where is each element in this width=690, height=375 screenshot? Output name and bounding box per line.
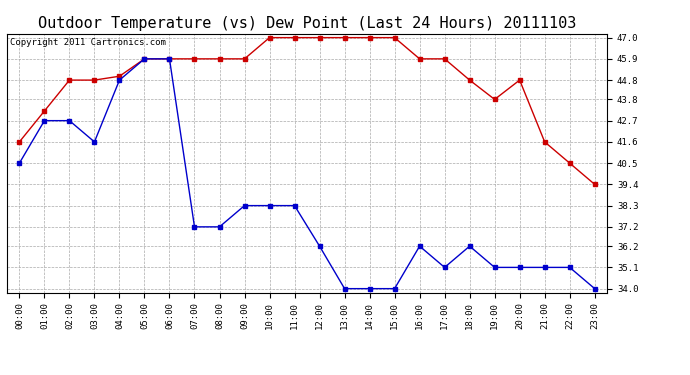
- Title: Outdoor Temperature (vs) Dew Point (Last 24 Hours) 20111103: Outdoor Temperature (vs) Dew Point (Last…: [38, 16, 576, 31]
- Text: Copyright 2011 Cartronics.com: Copyright 2011 Cartronics.com: [10, 38, 166, 46]
